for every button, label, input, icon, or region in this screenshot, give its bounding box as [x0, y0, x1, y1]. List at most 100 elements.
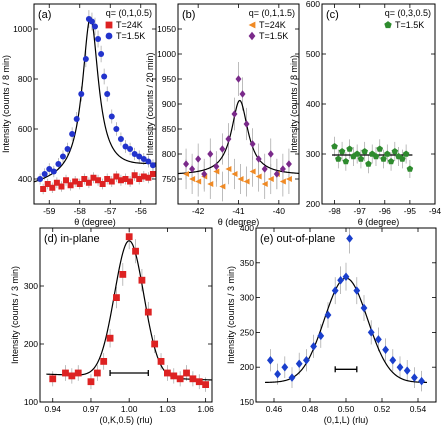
data-point — [249, 168, 256, 175]
data-point — [92, 23, 98, 30]
y-tick-label: 350 — [240, 258, 254, 268]
data-point — [108, 178, 115, 185]
data-point — [207, 181, 214, 187]
data-point — [406, 165, 414, 172]
y-tick-label: 750 — [162, 174, 176, 184]
data-point — [380, 155, 387, 162]
legend-marker — [384, 21, 392, 29]
y-tick-label: 200 — [306, 199, 320, 209]
y-tick-label: 600 — [306, 0, 320, 9]
plot-frame — [33, 3, 157, 205]
data-point — [145, 174, 152, 181]
data-point — [55, 161, 62, 167]
data-point — [195, 378, 203, 386]
data-point — [249, 140, 256, 148]
x-tick-label: 1.03 — [159, 404, 176, 414]
data-point — [73, 116, 80, 122]
data-point — [267, 355, 274, 365]
data-point — [219, 145, 226, 153]
data-point — [101, 73, 108, 80]
chart-panel-1: -59 -58 -57 -56 400 600 800 1000 θ (degree) Inten… — [1, 3, 157, 227]
x-tick-label: 0.54 — [410, 404, 427, 414]
data-point — [213, 162, 220, 171]
data-point — [140, 173, 147, 180]
data-point — [132, 247, 139, 255]
data-point — [403, 366, 411, 375]
data-point — [281, 362, 289, 372]
data-point — [231, 110, 238, 118]
data-point — [49, 184, 56, 191]
plot-area — [178, 62, 299, 202]
x-tick-label: -41 — [232, 206, 245, 216]
panel-label: (d) in-plane — [44, 233, 100, 245]
x-tick-label: 0.46 — [266, 404, 283, 414]
x-tick-label: -94 — [429, 206, 442, 216]
y-tick-label: 850 — [162, 124, 176, 134]
plot-area — [46, 228, 212, 392]
data-point — [195, 178, 202, 185]
data-point — [353, 286, 361, 295]
data-point — [63, 177, 70, 184]
plot-area — [34, 10, 156, 195]
data-point — [125, 233, 133, 241]
data-point — [219, 183, 226, 190]
chart-panel-2: -42 -41 -40 750 800 850 900 950 1000 1050 θ (degre… — [145, 3, 300, 227]
data-point — [67, 182, 74, 189]
x-tick-label: -40 — [273, 206, 286, 216]
y-tick-label: 300 — [240, 293, 254, 303]
data-point — [108, 113, 115, 120]
legend-marker — [248, 21, 256, 29]
data-point — [261, 181, 268, 187]
x-axis-label: θ (degree) — [74, 217, 116, 227]
data-point — [131, 172, 138, 179]
data-point — [387, 158, 395, 165]
data-point — [243, 120, 250, 128]
x-tick-label: 0.94 — [44, 404, 61, 414]
data-point — [346, 234, 353, 243]
data-point — [376, 145, 384, 152]
legend-marker — [248, 31, 256, 41]
data-point — [310, 342, 317, 351]
resolution-bar — [334, 366, 358, 373]
data-point — [149, 162, 156, 169]
data-point — [119, 271, 127, 278]
x-tick-label: -95 — [404, 206, 417, 216]
data-point — [136, 153, 143, 160]
data-point — [255, 155, 262, 163]
x-tick-label: 0.50 — [338, 404, 355, 414]
y-tick-label: 100 — [24, 397, 38, 407]
y-axis-label: Intensity (counts / 3 min) — [10, 266, 20, 364]
y-tick-label: 1000 — [157, 49, 176, 59]
data-point — [104, 176, 111, 182]
data-point — [346, 145, 353, 152]
q-vector-label: q= (0,1,1.5) — [249, 8, 295, 18]
x-axis-label: (0,1,L) (rlu) — [324, 415, 369, 425]
legend: q= (0,3,0.5) T=1.5K — [384, 8, 431, 30]
data-point — [267, 150, 274, 158]
data-point — [122, 143, 129, 150]
data-point — [40, 186, 47, 192]
data-point — [138, 276, 146, 284]
data-point — [418, 376, 425, 386]
data-point — [183, 171, 190, 177]
data-point — [68, 372, 76, 380]
data-point — [225, 135, 232, 143]
y-tick-label: 200 — [24, 339, 38, 349]
data-point — [82, 56, 89, 62]
legend-entry: T=1.5K — [259, 31, 288, 41]
x-tick-label: 1.00 — [121, 404, 138, 414]
legend-marker — [105, 21, 113, 29]
data-point — [170, 372, 178, 380]
x-tick-label: 0.48 — [302, 404, 319, 414]
x-tick-label: -42 — [192, 206, 205, 216]
data-point — [195, 155, 202, 163]
x-tick-label: 0.52 — [374, 404, 391, 414]
plot-area — [264, 228, 428, 392]
data-point — [357, 155, 365, 162]
x-axis-label: (0,K,0.5) (rlu) — [99, 415, 152, 425]
legend-entry: T=1.5K — [116, 31, 145, 41]
data-point — [37, 176, 44, 182]
data-point — [72, 178, 79, 185]
